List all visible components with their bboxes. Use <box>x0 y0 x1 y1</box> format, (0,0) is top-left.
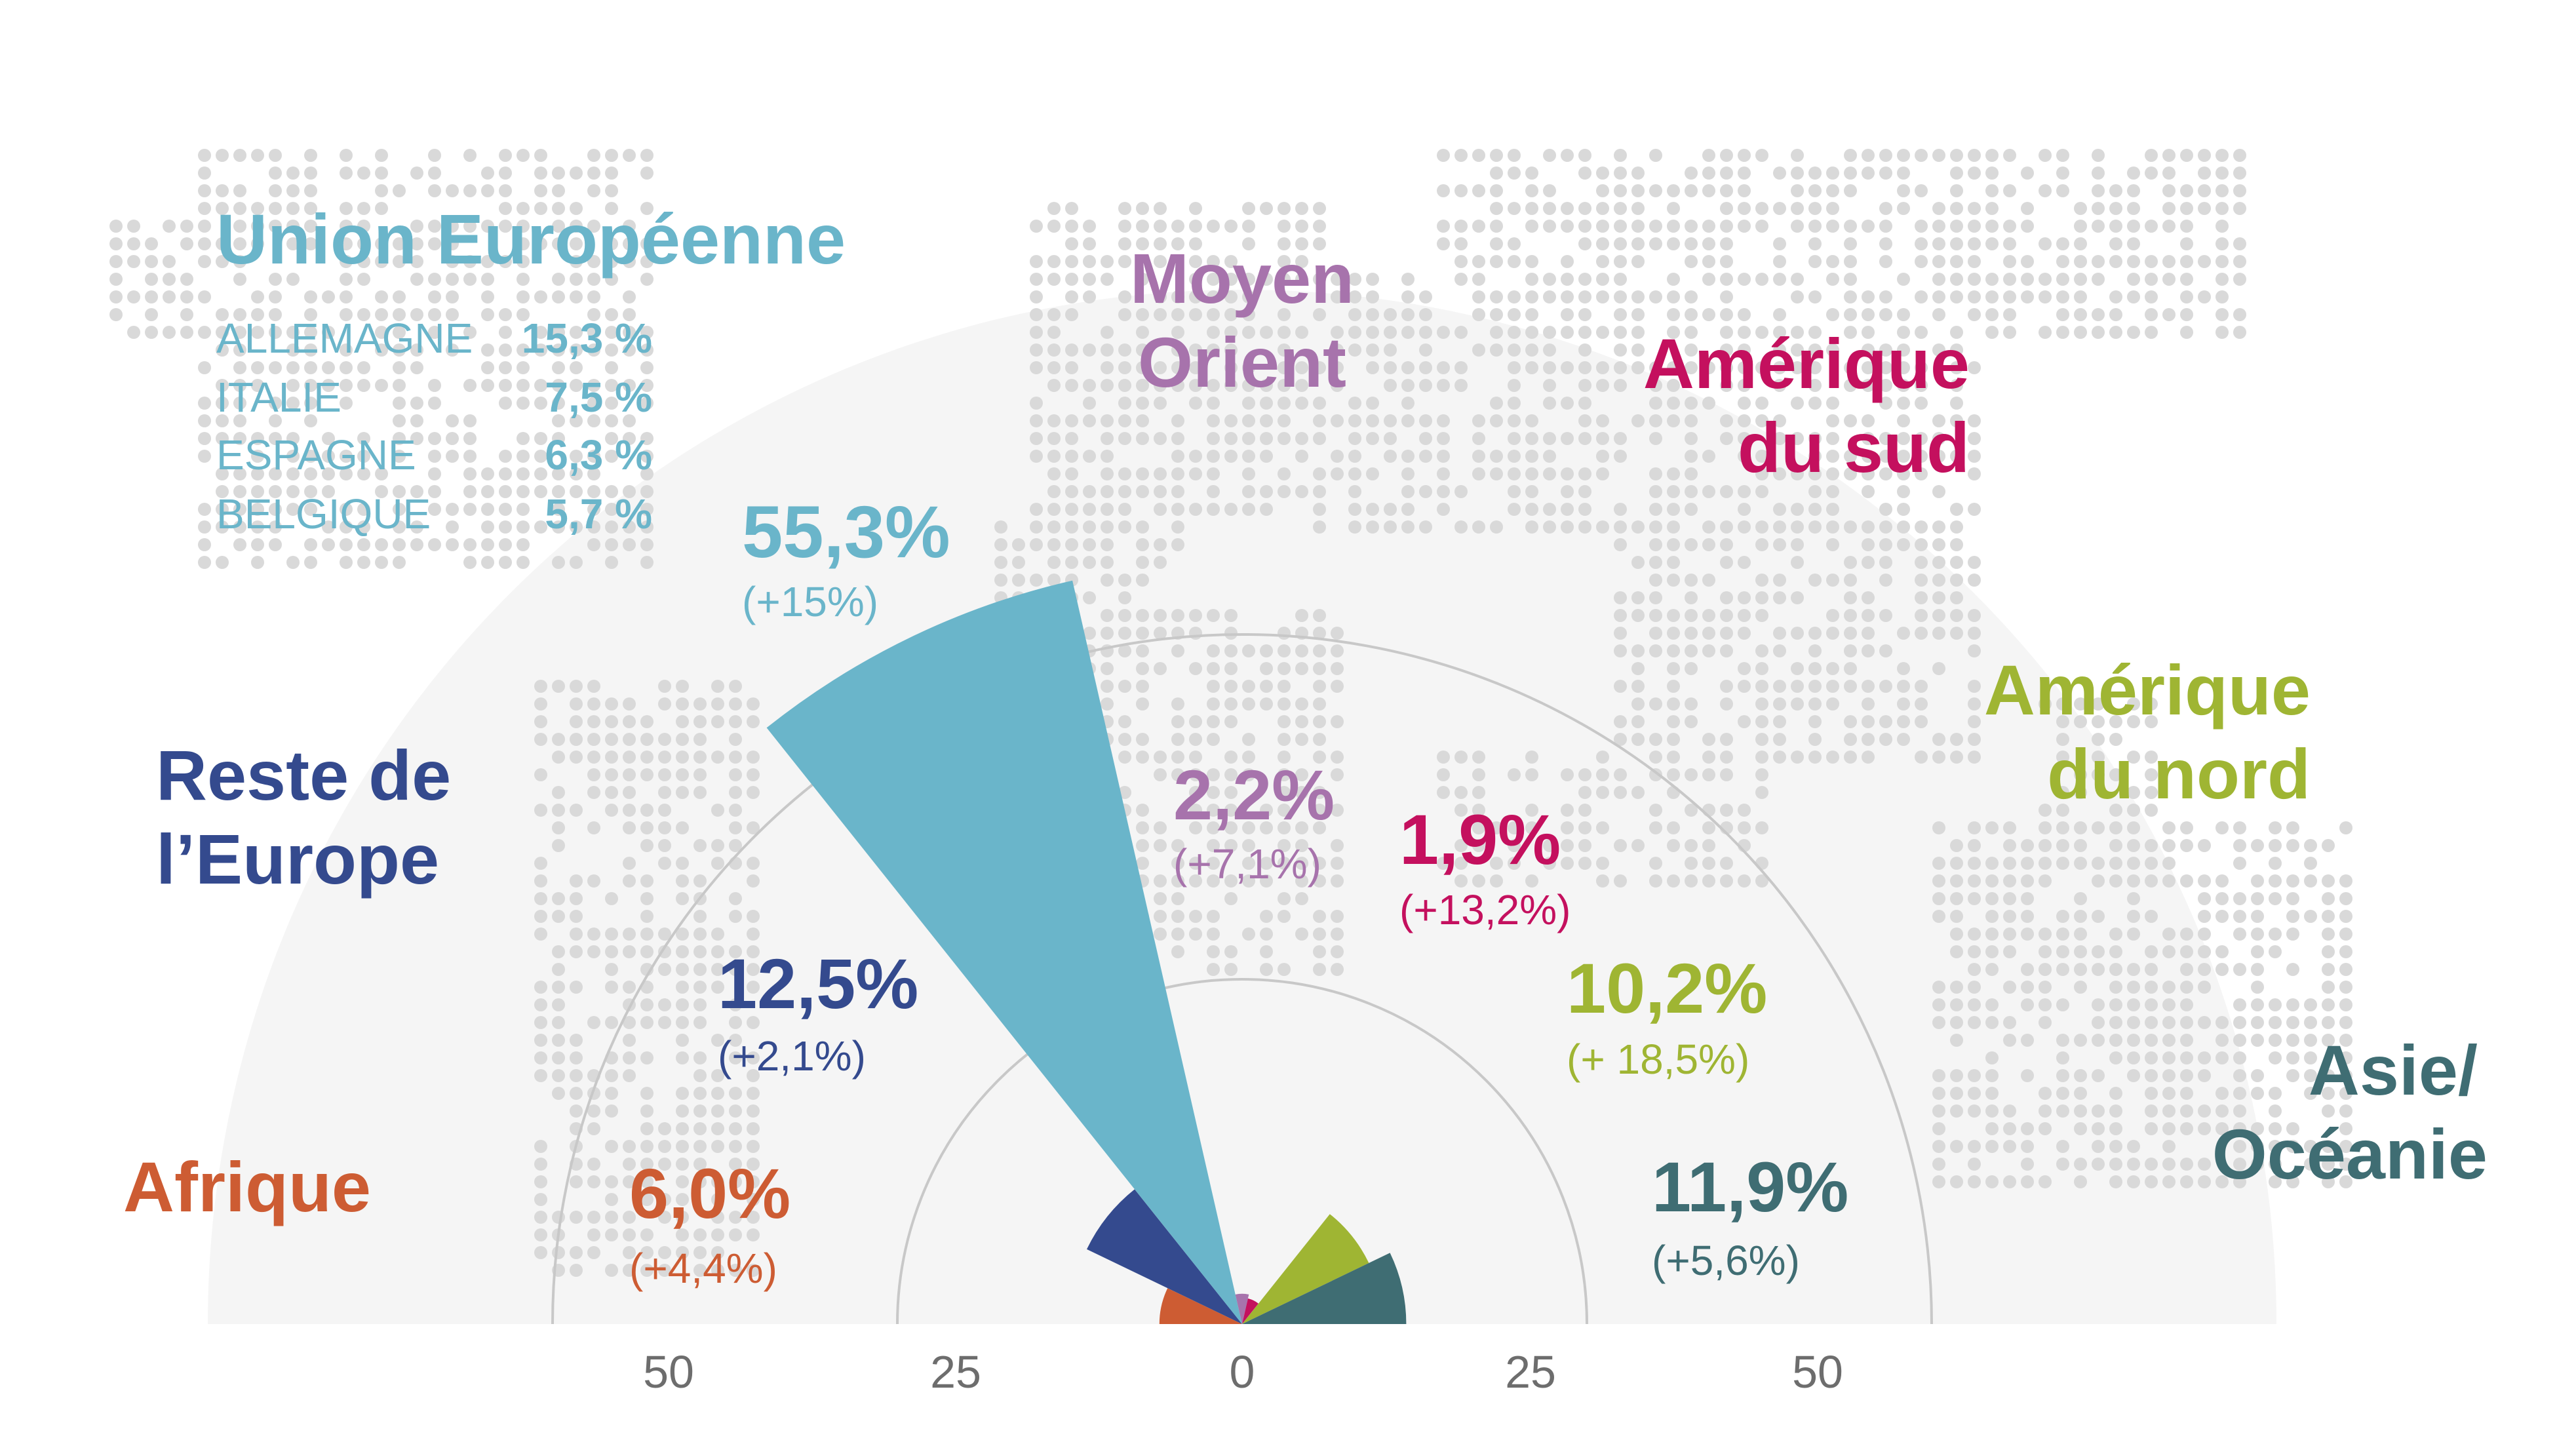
eu-country-value: 6,3 % <box>545 431 652 478</box>
value-label-asie-oceanie: 11,9% <box>1652 1147 1848 1226</box>
wedge-reste-europe <box>1087 1189 1242 1324</box>
eu-country-value: 7,5 % <box>545 374 652 421</box>
value-label-amerique-nord: 10,2% <box>1567 948 1767 1028</box>
wedge-amerique-sud <box>1242 1298 1259 1324</box>
region-name-asie-oceanie: Océanie <box>2212 1114 2488 1194</box>
x-tick-label: 50 <box>1792 1346 1843 1397</box>
change-label-reste-europe: (+2,1%) <box>718 1032 866 1080</box>
radial-gridlines <box>551 633 1933 1325</box>
eu-title: Union Européenne <box>216 199 846 279</box>
change-label-moyen-orient: (+7,1%) <box>1173 840 1321 888</box>
region-name-amerique-sud: du sud <box>1738 408 1970 487</box>
x-tick-label: 50 <box>643 1346 694 1397</box>
change-label-amerique-sud: (+13,2%) <box>1399 886 1571 933</box>
region-name-asie-oceanie: Asie/ <box>2309 1030 2478 1110</box>
ring-gridline <box>551 633 1933 1325</box>
eu-country-value: 15,3 % <box>522 315 652 362</box>
value-labels: 6,0% (+4,4%) 12,5% (+2,1%) 55,3% (+15%) … <box>629 491 1848 1292</box>
change-label-union-europeenne: (+15%) <box>742 578 878 625</box>
change-label-amerique-nord: (+ 18,5%) <box>1567 1036 1749 1083</box>
wedge-union-europeenne <box>766 580 1242 1325</box>
region-name-moyen-orient: Moyen <box>1130 239 1354 318</box>
region-name-amerique-sud: Amérique <box>1643 324 1970 403</box>
eu-country-value: 5,7 % <box>545 490 652 537</box>
wedge-afrique <box>1159 1288 1242 1324</box>
region-names: Afrique Reste de l’Europe Moyen Orient A… <box>123 239 2488 1226</box>
region-name-afrique: Afrique <box>123 1147 371 1226</box>
value-label-amerique-sud: 1,9% <box>1399 800 1561 879</box>
wedge-asie-oceanie <box>1242 1253 1407 1324</box>
ring-gridline <box>896 978 1588 1325</box>
x-tick-label: 0 <box>1230 1346 1255 1397</box>
region-name-reste-europe: l’Europe <box>156 819 439 899</box>
value-label-moyen-orient: 2,2% <box>1173 755 1335 834</box>
region-name-amerique-nord: Amérique <box>1984 650 2311 730</box>
wedge-moyen-orient <box>1235 1293 1249 1324</box>
region-name-moyen-orient: Orient <box>1138 322 1346 402</box>
region-name-amerique-nord: du nord <box>2047 734 2311 813</box>
change-label-afrique: (+4,4%) <box>629 1245 777 1292</box>
change-label-asie-oceanie: (+5,6%) <box>1652 1237 1800 1284</box>
eu-country-name: ESPAGNE <box>216 431 416 478</box>
eu-country-name: ALLEMAGNE <box>216 315 473 362</box>
region-name-reste-europe: Reste de <box>156 735 451 815</box>
value-label-union-europeenne: 55,3% <box>742 491 950 573</box>
wedge-amerique-nord <box>1242 1214 1369 1324</box>
x-tick-label: 25 <box>930 1346 981 1397</box>
eu-country-name: BELGIQUE <box>216 490 431 537</box>
eu-country-name: ITALIE <box>216 374 342 421</box>
x-axis: 50 25 0 25 50 <box>643 1346 1843 1397</box>
eu-country-breakdown: Union Européenne ALLEMAGNE 15,3 % ITALIE… <box>216 199 846 537</box>
value-label-reste-europe: 12,5% <box>718 944 918 1023</box>
chart-wedges <box>766 580 1407 1325</box>
x-tick-label: 25 <box>1505 1346 1556 1397</box>
value-label-afrique: 6,0% <box>629 1154 790 1233</box>
